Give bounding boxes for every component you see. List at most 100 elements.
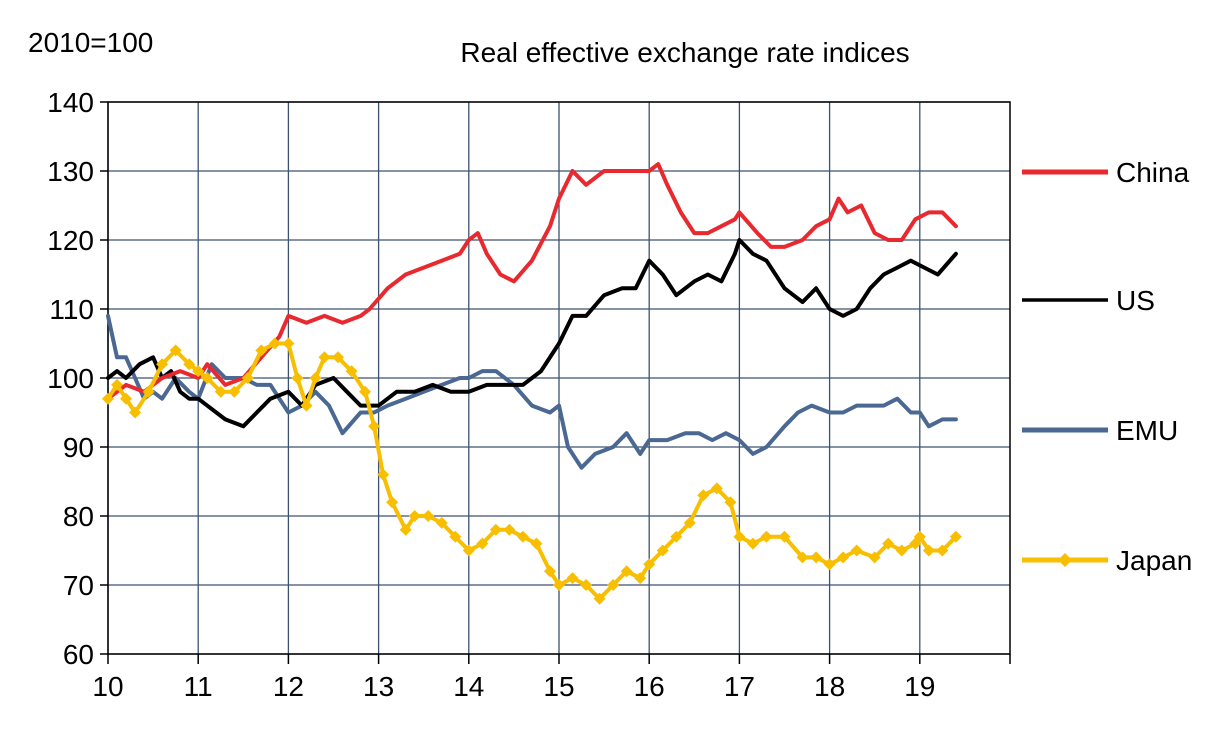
series-china (106, 162, 958, 401)
data-point-japan (683, 516, 696, 529)
data-point-japan (332, 351, 345, 364)
data-point-japan (241, 372, 254, 384)
series-layer (102, 162, 962, 605)
data-point-japan (810, 551, 823, 564)
data-point-japan (435, 516, 448, 529)
x-tick-label: 16 (634, 671, 665, 702)
data-point-japan (868, 551, 881, 564)
data-point-japan (120, 392, 133, 405)
data-point-japan (408, 510, 421, 522)
series-line-china (106, 162, 958, 401)
data-point-japan (634, 572, 647, 585)
data-point-japan (300, 399, 313, 412)
data-point-japan (516, 530, 529, 543)
x-tick-label: 17 (724, 671, 755, 702)
y-axis-unit-label: 2010=100 (28, 27, 153, 58)
series-emu (106, 313, 958, 470)
data-point-japan (913, 530, 926, 543)
data-point-japan (192, 365, 205, 378)
x-tick-label: 10 (92, 671, 123, 702)
data-point-japan (656, 544, 669, 557)
x-tick-label: 15 (543, 671, 574, 702)
data-point-japan (796, 551, 809, 564)
x-tick-label: 11 (184, 671, 213, 702)
data-point-japan (566, 572, 579, 585)
data-point-japan (268, 337, 281, 350)
legend-item-china: China (1022, 157, 1190, 188)
data-point-japan (530, 537, 543, 550)
data-point-japan (620, 565, 633, 578)
y-tick-label: 70 (63, 570, 94, 601)
data-point-japan (553, 579, 565, 591)
data-point-japan (214, 385, 227, 398)
data-point-japan (345, 365, 358, 378)
legend-item-emu: EMU (1022, 415, 1178, 446)
series-line-emu (106, 313, 958, 470)
data-point-japan (936, 544, 949, 557)
data-point-japan (169, 344, 182, 357)
legend-item-us: US (1022, 285, 1155, 316)
data-point-japan (543, 565, 556, 578)
data-point-japan (837, 551, 850, 564)
y-tick-label: 60 (63, 639, 94, 670)
data-point-japan (282, 337, 295, 350)
data-point-japan (710, 482, 723, 495)
data-point-japan (156, 358, 169, 371)
data-point-japan (697, 489, 710, 502)
legend-label-us: US (1116, 285, 1155, 316)
y-axis-ticks: 60 70 80 90 100 110 120 130 140 (47, 87, 108, 670)
data-point-japan (503, 523, 516, 536)
y-tick-label: 100 (47, 363, 94, 394)
y-tick-label: 80 (63, 501, 94, 532)
data-point-japan (882, 537, 895, 550)
data-point-japan (922, 544, 935, 557)
x-axis-ticks: 10 11 12 13 14 15 16 17 18 19 (92, 654, 1011, 702)
x-tick-label: 18 (814, 671, 845, 702)
data-point-japan (607, 579, 620, 591)
data-point-japan (318, 351, 331, 364)
y-tick-label: 110 (49, 294, 94, 325)
series-japan (102, 337, 962, 605)
data-point-japan (228, 385, 241, 398)
data-point-japan (746, 537, 759, 550)
data-point-japan (309, 372, 322, 384)
data-point-japan (183, 358, 196, 371)
data-point-japan (895, 544, 908, 557)
data-point-japan (778, 530, 791, 543)
y-tick-label: 140 (47, 87, 94, 118)
data-point-japan (823, 558, 836, 571)
chart-title: Real effective exchange rate indices (460, 37, 909, 68)
legend-label-japan: Japan (1116, 545, 1192, 576)
data-point-japan (489, 523, 502, 536)
legend-label-china: China (1116, 157, 1190, 188)
data-point-japan (422, 510, 435, 522)
data-point-japan (142, 385, 155, 398)
data-point-japan (724, 496, 737, 509)
series-us (106, 238, 958, 429)
series-line-us (106, 238, 958, 429)
y-tick-label: 120 (47, 225, 94, 256)
data-point-japan (377, 468, 390, 481)
data-point-japan (476, 537, 489, 550)
legend-item-japan: Japan (1022, 545, 1192, 576)
data-point-japan (102, 392, 114, 405)
x-tick-label: 12 (273, 671, 304, 702)
x-tick-label: 13 (363, 671, 394, 702)
data-point-japan (386, 496, 399, 509)
data-point-japan (850, 544, 863, 557)
data-point-japan (201, 372, 214, 384)
data-point-japan (255, 344, 268, 357)
y-tick-label: 130 (47, 156, 94, 187)
legend-label-emu: EMU (1116, 415, 1178, 446)
data-point-japan (580, 579, 593, 591)
data-point-japan (949, 530, 962, 543)
y-tick-label: 90 (63, 432, 94, 463)
data-point-japan (760, 530, 773, 543)
x-tick-label: 14 (453, 671, 484, 702)
x-tick-label: 19 (904, 671, 935, 702)
data-point-japan (368, 420, 381, 433)
data-point-japan (733, 530, 746, 543)
data-point-japan (670, 530, 683, 543)
data-point-japan (449, 530, 462, 543)
